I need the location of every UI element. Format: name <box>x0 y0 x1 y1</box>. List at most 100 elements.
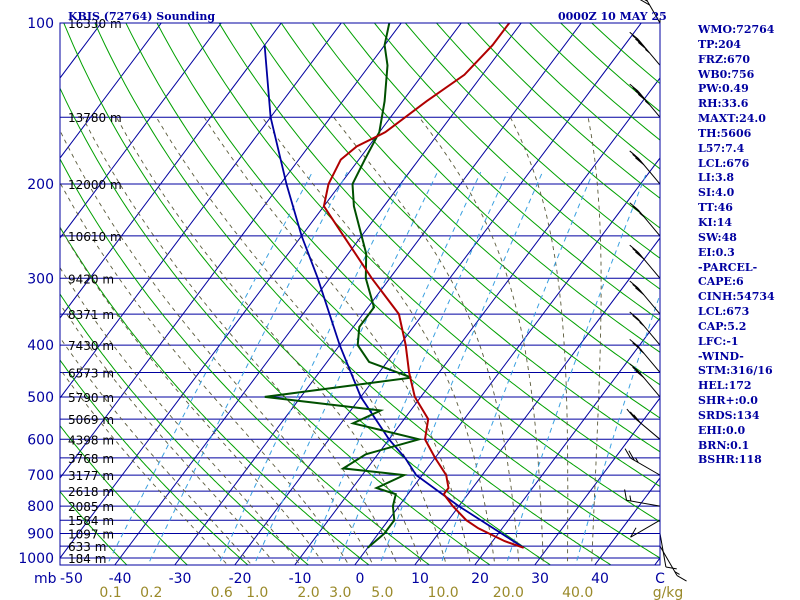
moist-adiabat-line <box>60 368 229 565</box>
index-item: RH:33.6 <box>698 97 749 111</box>
mixing-ratio-line <box>379 171 543 565</box>
wind-barb-flag <box>632 87 642 95</box>
pressure-tick-label: 800 <box>27 499 54 515</box>
pressure-tick-label: 900 <box>27 527 54 543</box>
moist-adiabat-line <box>587 117 602 565</box>
height-label: 7430 m <box>68 339 114 353</box>
wind-barb <box>637 209 661 237</box>
x-axis-label: mb <box>34 571 57 587</box>
index-item: STM:316/16 <box>698 364 773 378</box>
mixing-ratio-unit: g/kg <box>653 585 684 600</box>
index-item: L57:7.4 <box>698 141 745 155</box>
mixing-ratio-label: 0.1 <box>99 585 121 600</box>
isotherm-line <box>60 23 402 479</box>
index-item: LCL:676 <box>698 156 750 170</box>
index-item: EI:0.3 <box>698 245 735 259</box>
height-label: 633 m <box>68 540 106 554</box>
wind-barb-flag <box>644 48 650 54</box>
sounding-time: 0000Z 10 MAY 25 <box>558 10 667 23</box>
height-label: 12000 m <box>68 178 122 192</box>
mixing-ratio-line <box>147 171 348 565</box>
height-label: 10610 m <box>68 230 122 244</box>
dry-adiabat-line <box>342 23 660 322</box>
mixing-ratio-label: 3.0 <box>329 585 351 600</box>
grid <box>60 23 660 565</box>
index-item: BRN:0.1 <box>698 438 750 452</box>
mixing-ratio-line <box>575 292 660 565</box>
dry-adiabat-line <box>249 23 660 419</box>
temperature-tick-label: 30 <box>531 571 549 587</box>
wind-barb-flag <box>635 287 645 296</box>
isotherm-line <box>60 23 462 559</box>
index-item: WB0:756 <box>698 67 755 81</box>
wind-barb-flag <box>624 489 628 501</box>
index-item: HEL:172 <box>698 379 752 393</box>
height-label: 5069 m <box>68 413 114 427</box>
temperature-tick-label: -50 <box>60 571 83 587</box>
index-item: -PARCEL- <box>698 260 758 274</box>
isotherm-line <box>534 397 660 565</box>
height-label: 3177 m <box>68 469 114 483</box>
pressure-tick-label: 500 <box>27 390 54 406</box>
wind-barb-flag <box>644 100 650 106</box>
temperature-tick-label: 40 <box>591 571 609 587</box>
height-label: 6573 m <box>68 366 114 380</box>
index-item: TP:204 <box>698 37 742 51</box>
temperature-tick-label: -30 <box>169 571 192 587</box>
index-item: LFC:-1 <box>698 334 739 348</box>
height-label: 13780 m <box>68 111 122 125</box>
wind-barb-flag <box>629 150 639 159</box>
parcel-trace <box>263 45 525 549</box>
index-item: EHI:0.0 <box>698 423 746 437</box>
dry-adiabat-line <box>373 23 660 290</box>
wind-barb <box>637 157 661 185</box>
height-label: 16330 m <box>68 17 122 31</box>
height-label: 4398 m <box>68 433 114 447</box>
mixing-ratio-label: 2.0 <box>297 585 319 600</box>
station-title: KBIS (72764) Sounding <box>68 10 215 23</box>
wind-barb-flag <box>632 248 642 256</box>
moist-adiabat-line <box>60 266 301 565</box>
isotherm-line <box>60 23 282 319</box>
wind-barb-flag <box>674 571 680 575</box>
index-item: BSHR:118 <box>698 453 762 467</box>
mixing-ratio-line <box>305 171 482 565</box>
dry-adiabat-line <box>311 23 660 353</box>
temperature-trace <box>322 23 525 549</box>
pressure-tick-label: 100 <box>27 16 54 32</box>
index-item: FRZ:670 <box>698 52 751 66</box>
wind-barb-flag <box>637 93 647 102</box>
wind-barb-flag <box>635 251 645 260</box>
mixing-ratio-line <box>106 171 313 565</box>
wind-barb-flag <box>639 212 645 218</box>
index-item: KI:14 <box>698 215 733 229</box>
mixing-ratio-line <box>440 171 594 565</box>
moist-adiabat-line <box>203 116 472 565</box>
wind-barb-flag <box>632 35 642 44</box>
index-item: LCL:673 <box>698 305 750 319</box>
temperature-unit-label: C <box>655 571 665 587</box>
moist-adiabat-line <box>116 116 423 565</box>
mixing-ratio-line <box>336 171 508 565</box>
mixing-ratio-label: 40.0 <box>562 585 593 600</box>
height-label: 8371 m <box>68 308 114 322</box>
plot-background <box>60 23 660 565</box>
index-item: -WIND- <box>698 349 744 363</box>
moist-adiabat-line <box>418 116 544 565</box>
wind-barb-flag <box>665 566 677 570</box>
dry-adiabat-line <box>60 359 249 565</box>
wind-barb <box>646 0 661 24</box>
wind-barb <box>637 318 661 346</box>
index-item: SHR+:0.0 <box>698 394 758 408</box>
wind-barb-flag <box>635 38 645 47</box>
wind-barb <box>630 519 661 538</box>
wind-barb-flag <box>629 244 639 253</box>
dry-adiabat-line <box>94 23 612 565</box>
wind-barb-flag <box>644 0 648 2</box>
wind-barb <box>637 346 661 373</box>
dry-adiabat-line <box>280 23 660 386</box>
dewpoint-trace <box>264 23 423 549</box>
wind-barb-flag <box>624 448 631 459</box>
wind-barb-flag <box>632 205 642 214</box>
